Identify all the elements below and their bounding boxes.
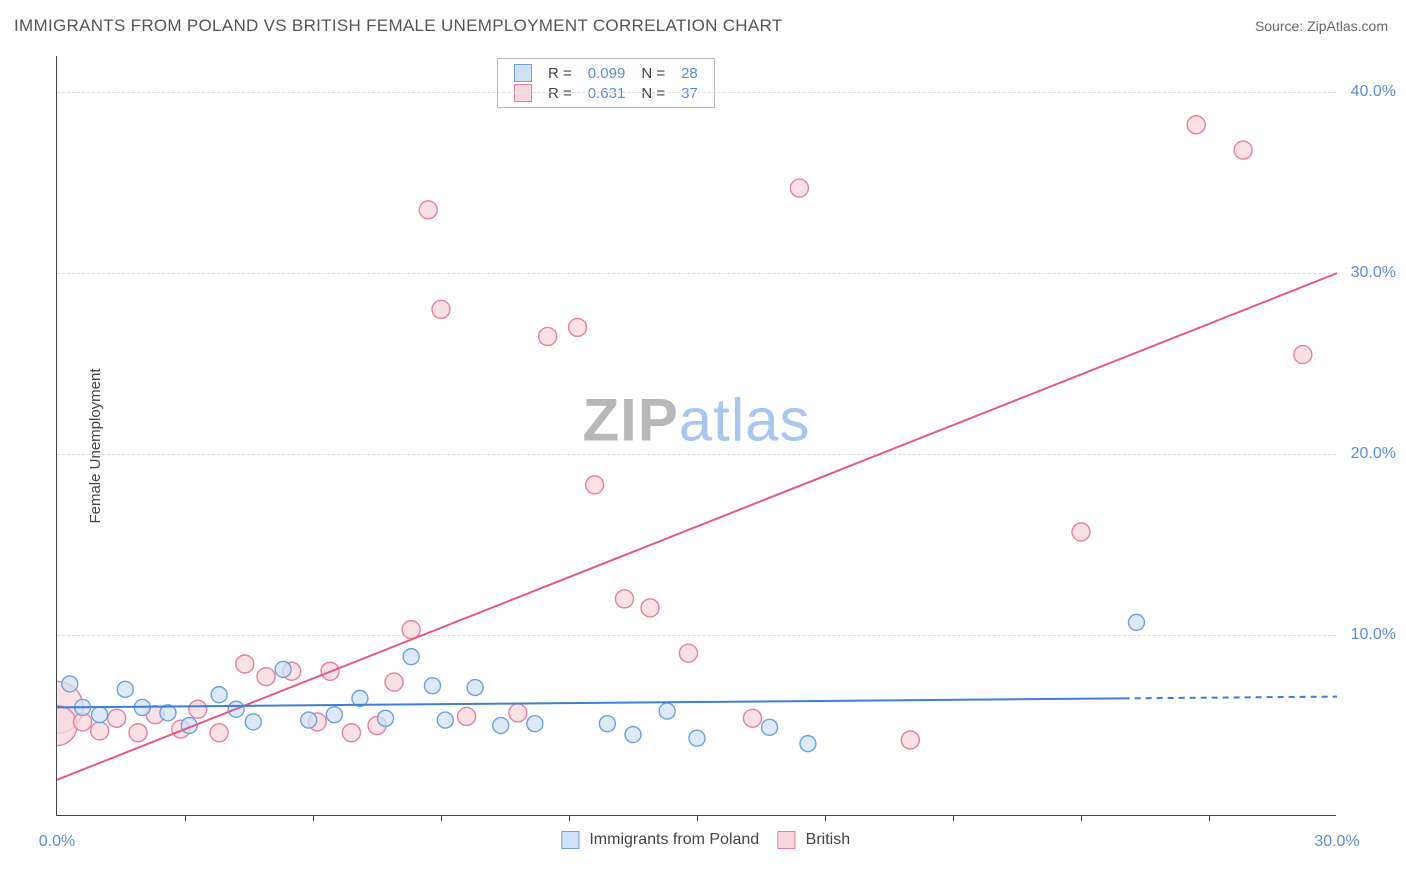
data-point-poland (424, 678, 440, 694)
data-point-british (432, 300, 450, 318)
legend-swatch-british (777, 831, 795, 849)
data-point-british (385, 673, 403, 691)
data-point-british (1294, 346, 1312, 364)
data-point-poland (92, 707, 108, 723)
data-point-poland (437, 712, 453, 728)
scatter-svg (57, 56, 1337, 816)
data-point-british (790, 179, 808, 197)
data-point-poland (493, 718, 509, 734)
data-point-british (679, 644, 697, 662)
data-point-poland (245, 714, 261, 730)
y-tick-label: 40.0% (1351, 83, 1396, 101)
data-point-british (458, 707, 476, 725)
data-point-poland (625, 727, 641, 743)
data-point-poland (1128, 614, 1144, 630)
legend-swatch-poland (561, 831, 579, 849)
data-point-british (901, 731, 919, 749)
data-point-poland (275, 661, 291, 677)
data-point-poland (659, 703, 675, 719)
data-point-poland (467, 680, 483, 696)
chart-title: IMMIGRANTS FROM POLAND VS BRITISH FEMALE… (14, 16, 782, 36)
data-point-poland (403, 649, 419, 665)
trendline-poland-extension (1124, 697, 1337, 699)
data-point-british (419, 201, 437, 219)
data-point-poland (211, 687, 227, 703)
data-point-british (743, 709, 761, 727)
data-point-poland (800, 736, 816, 752)
data-point-british (129, 724, 147, 742)
y-tick-label: 20.0% (1351, 445, 1396, 463)
data-point-poland (378, 710, 394, 726)
data-point-british (189, 700, 207, 718)
data-point-british (91, 722, 109, 740)
data-point-poland (689, 730, 705, 746)
trendline-british (57, 273, 1337, 780)
data-point-poland (762, 719, 778, 735)
data-point-british (586, 476, 604, 494)
plot-area: ZIPatlas R =0.099N =28R =0.631N =37 Immi… (56, 56, 1336, 816)
data-point-poland (527, 716, 543, 732)
data-point-british (509, 704, 527, 722)
data-point-british (1072, 523, 1090, 541)
data-point-british (569, 318, 587, 336)
data-point-british (539, 327, 557, 345)
x-tick-label: 30.0% (1314, 833, 1359, 851)
y-tick-label: 30.0% (1351, 264, 1396, 282)
data-point-british (1234, 141, 1252, 159)
data-point-british (108, 709, 126, 727)
data-point-poland (117, 681, 133, 697)
data-point-british (641, 599, 659, 617)
legend-label-british: British (806, 831, 850, 848)
data-point-british (342, 724, 360, 742)
data-point-poland (326, 707, 342, 723)
data-point-british (236, 655, 254, 673)
data-point-poland (599, 716, 615, 732)
legend-label-poland: Immigrants from Poland (589, 831, 759, 848)
data-point-british (402, 621, 420, 639)
x-tick-label: 0.0% (39, 833, 75, 851)
y-tick-label: 10.0% (1351, 626, 1396, 644)
series-legend: Immigrants from Poland British (543, 831, 850, 849)
data-point-british (615, 590, 633, 608)
data-point-british (1187, 116, 1205, 134)
data-point-british (257, 668, 275, 686)
data-point-poland (62, 676, 78, 692)
source-attribution: Source: ZipAtlas.com (1255, 18, 1388, 34)
data-point-british (210, 724, 228, 742)
data-point-poland (301, 712, 317, 728)
